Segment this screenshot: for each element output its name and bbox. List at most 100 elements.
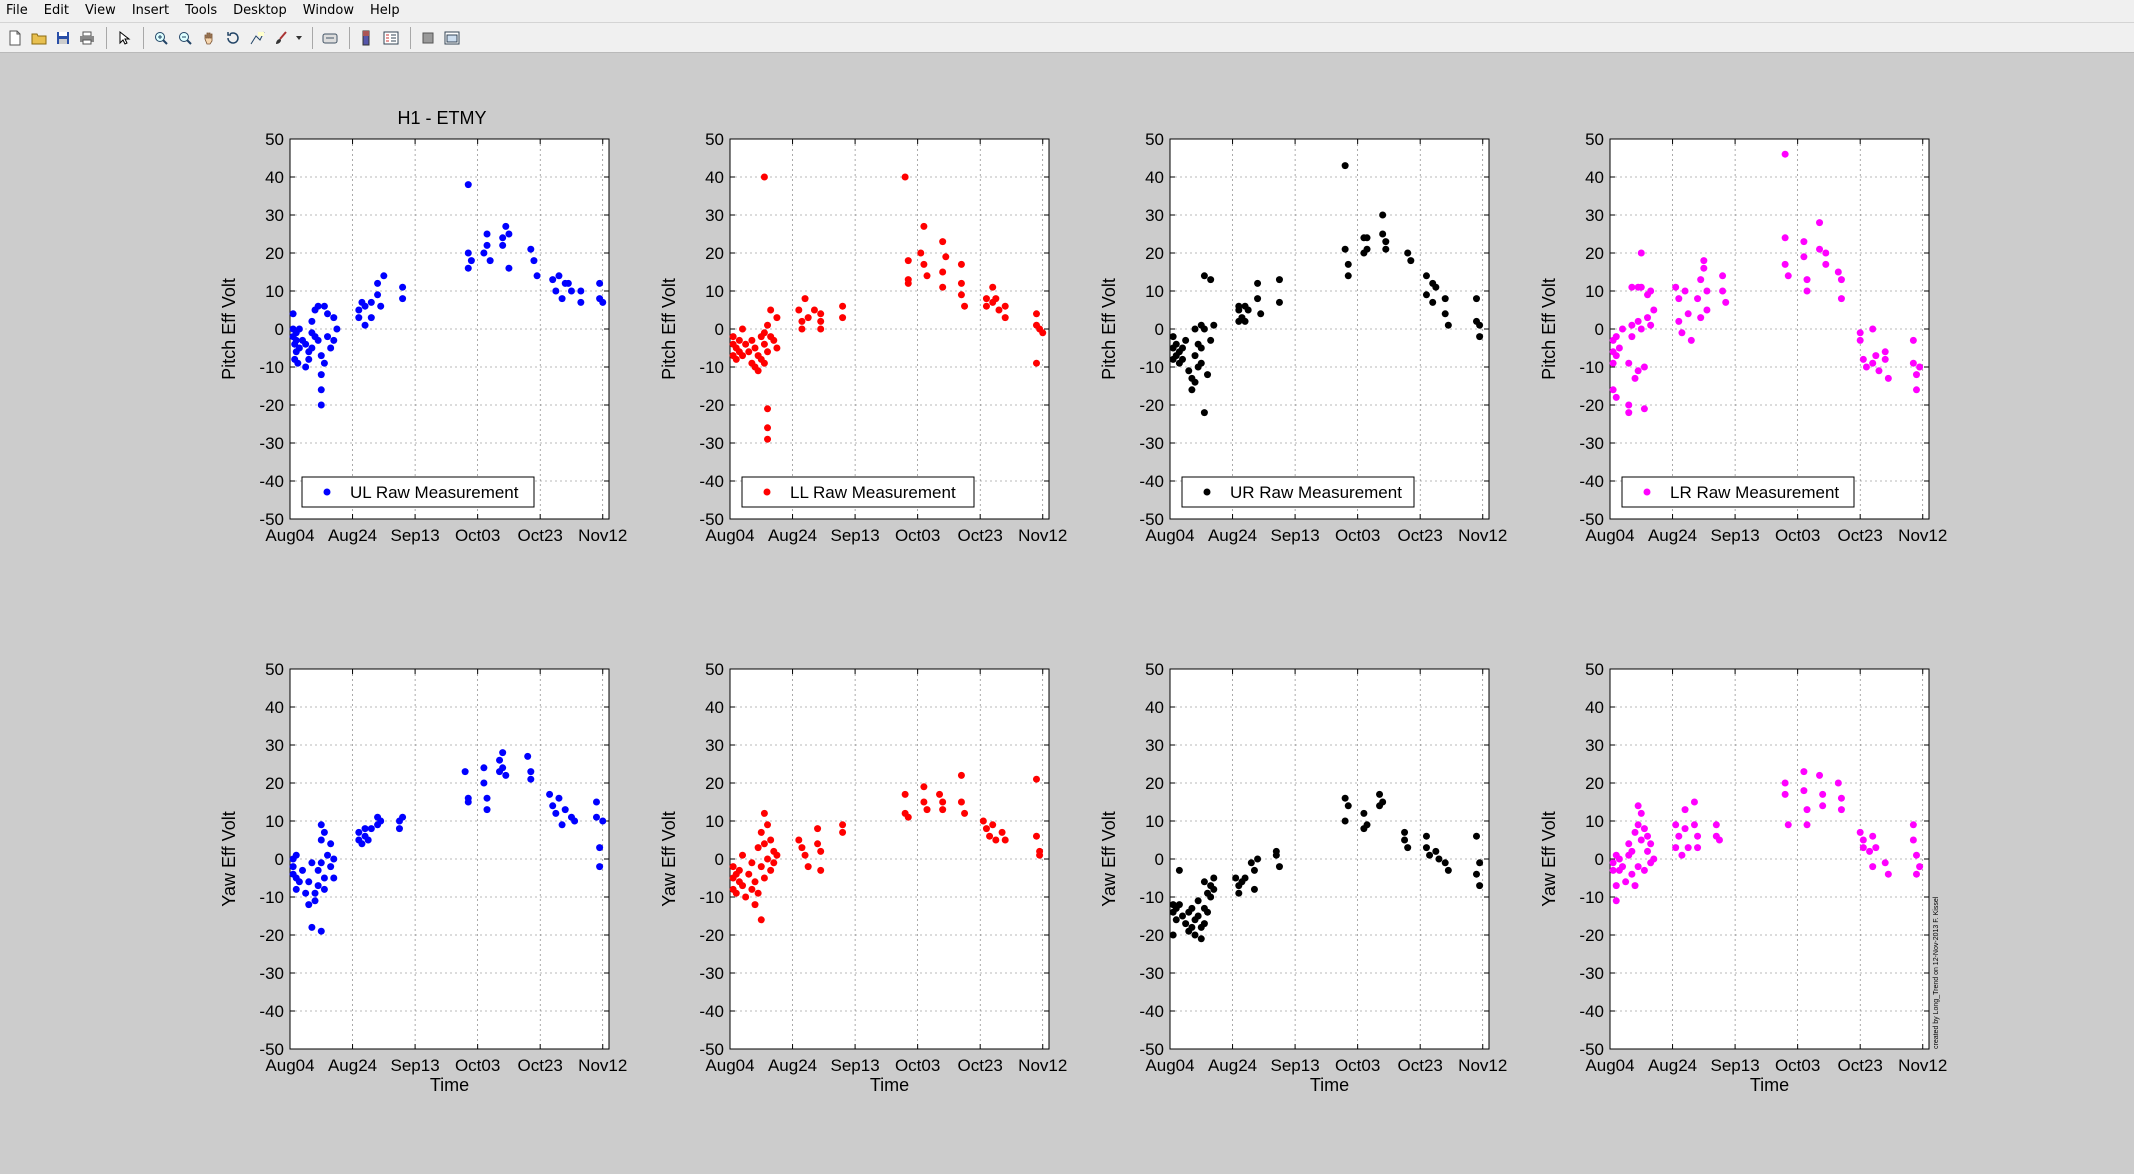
data-point	[767, 866, 775, 874]
data-point	[1441, 310, 1449, 318]
subplot-6: -50 -40 -30 -20 -10 0 10 20 30 40 50 Aug04 Aug24 Sep1…	[659, 660, 1067, 1095]
data-point	[1837, 794, 1845, 802]
legend-icon[interactable]	[380, 27, 402, 49]
data-point	[764, 424, 772, 432]
menu-desktop[interactable]: Desktop	[233, 3, 287, 18]
print-icon[interactable]	[76, 27, 98, 49]
data-point	[330, 874, 338, 882]
data-point	[374, 279, 382, 287]
data-cursor-icon[interactable]	[246, 27, 268, 49]
y-tick-label: -40	[699, 1002, 724, 1021]
menu-help[interactable]: Help	[370, 3, 400, 18]
data-point	[295, 878, 303, 886]
hide-tools-icon[interactable]	[417, 27, 439, 49]
data-point	[1644, 847, 1652, 855]
y-tick-label: 10	[705, 282, 724, 301]
data-point	[745, 348, 753, 356]
x-tick-label: Nov12	[1898, 526, 1947, 545]
legend-box	[1181, 476, 1415, 508]
data-point	[1188, 904, 1196, 912]
data-point	[1001, 314, 1009, 322]
data-point	[1819, 802, 1827, 810]
new-file-icon[interactable]	[4, 27, 26, 49]
y-tick-label: -10	[259, 358, 284, 377]
zoom-out-icon[interactable]	[174, 27, 196, 49]
data-point	[986, 832, 994, 840]
save-icon[interactable]	[52, 27, 74, 49]
data-point	[760, 359, 768, 367]
y-tick-label: 30	[265, 206, 284, 225]
y-tick-label: 10	[1585, 812, 1604, 831]
menu-window[interactable]: Window	[302, 3, 355, 18]
data-point	[399, 295, 407, 303]
data-point	[742, 340, 750, 348]
menu-edit[interactable]: Edit	[43, 3, 69, 18]
data-point	[555, 794, 563, 802]
data-point	[1207, 893, 1215, 901]
rotate-icon[interactable]	[222, 27, 244, 49]
data-point	[1476, 321, 1484, 329]
link-plot-icon[interactable]	[319, 27, 341, 49]
data-point	[1241, 317, 1249, 325]
pointer-icon[interactable]	[113, 27, 135, 49]
dropdown-arrow-icon[interactable]	[294, 27, 304, 49]
data-point	[1235, 889, 1243, 897]
dock-icon[interactable]	[441, 27, 463, 49]
data-point	[377, 817, 385, 825]
y-tick-label: 0	[1155, 850, 1164, 869]
x-tick-label: Oct23	[958, 1056, 1003, 1075]
data-point	[317, 371, 325, 379]
y-tick-label: -50	[1579, 1040, 1604, 1059]
data-point	[770, 859, 778, 867]
y-tick-label: 40	[265, 168, 284, 187]
data-point	[1631, 882, 1639, 890]
x-tick-label: Aug04	[1145, 1056, 1194, 1075]
data-point	[555, 272, 563, 280]
y-tick-label: 30	[705, 736, 724, 755]
y-tick-label: -50	[1139, 510, 1164, 529]
data-point	[1678, 851, 1686, 859]
brush-icon[interactable]	[270, 27, 292, 49]
open-folder-icon[interactable]	[28, 27, 50, 49]
x-tick-label: Nov12	[1458, 526, 1507, 545]
data-point	[1856, 336, 1864, 344]
x-tick-label: Oct23	[518, 526, 563, 545]
menu-file[interactable]: File	[6, 3, 28, 18]
data-point	[1250, 866, 1258, 874]
colorbar-icon[interactable]	[356, 27, 378, 49]
data-point	[751, 344, 759, 352]
data-point	[1625, 401, 1633, 409]
data-point	[798, 325, 806, 333]
data-point	[1675, 832, 1683, 840]
menu-view[interactable]: View	[84, 3, 116, 18]
data-point	[483, 230, 491, 238]
data-point	[483, 806, 491, 814]
data-point	[483, 794, 491, 802]
zoom-in-icon[interactable]	[150, 27, 172, 49]
data-point	[317, 386, 325, 394]
data-point	[483, 241, 491, 249]
data-point	[1609, 386, 1617, 394]
data-point	[577, 298, 585, 306]
data-points	[289, 181, 607, 409]
data-point	[399, 283, 407, 291]
figure-title: H1 - ETMY	[397, 108, 486, 128]
legend-marker	[763, 488, 771, 496]
y-tick-label: 50	[705, 660, 724, 679]
data-point	[760, 809, 768, 817]
data-point	[1235, 302, 1243, 310]
data-point	[1637, 809, 1645, 817]
y-tick-label: 30	[265, 736, 284, 755]
pan-hand-icon[interactable]	[198, 27, 220, 49]
menu-tools[interactable]: Tools	[185, 3, 218, 18]
data-point	[1275, 298, 1283, 306]
menu-insert[interactable]: Insert	[131, 3, 170, 18]
y-tick-label: 40	[265, 698, 284, 717]
data-point	[957, 798, 965, 806]
data-point	[549, 276, 557, 284]
data-points	[1609, 150, 1924, 417]
data-point	[1694, 844, 1702, 852]
data-point	[1909, 821, 1917, 829]
data-point	[355, 306, 363, 314]
data-point	[461, 768, 469, 776]
